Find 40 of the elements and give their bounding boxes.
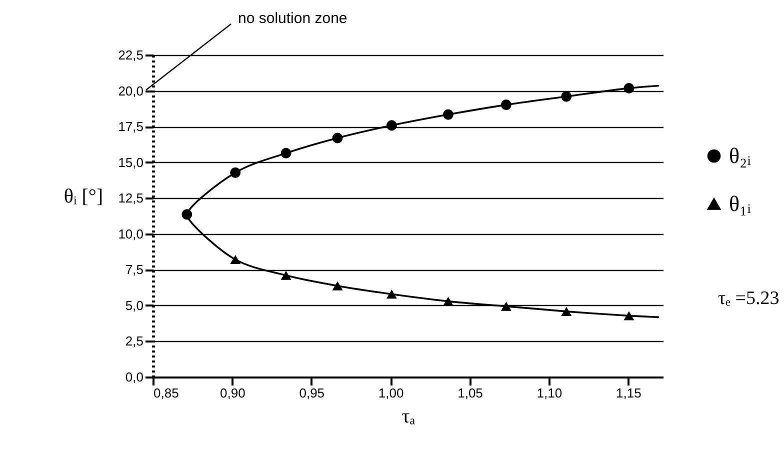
point <box>386 120 397 131</box>
point <box>561 306 572 316</box>
point <box>561 91 572 102</box>
y-tick-label: 0,0 <box>125 370 144 384</box>
x-tick-label: 1,00 <box>378 386 404 400</box>
point <box>624 311 634 320</box>
y-tick-label: 7,5 <box>125 262 144 278</box>
point <box>500 100 512 110</box>
y-tick-label: 5,0 <box>125 298 144 313</box>
x-tick-label: 0,85 <box>154 386 179 400</box>
legend-label: θ₁ᵢ <box>729 191 752 216</box>
y-tick-label: 2,5 <box>125 334 144 349</box>
point <box>230 254 241 264</box>
point <box>182 209 192 220</box>
text: no solution zone <box>238 10 348 27</box>
point <box>332 132 343 144</box>
point <box>442 296 454 306</box>
point <box>624 82 634 94</box>
point <box>500 302 512 311</box>
x-tick-label: 1,05 <box>458 386 483 400</box>
point <box>280 148 292 158</box>
point <box>442 109 454 120</box>
y-tick-label: 17,5 <box>118 119 144 134</box>
y-tick-label: 10,0 <box>118 226 144 242</box>
point <box>230 167 241 178</box>
x-tick-label: 1,15 <box>616 386 642 400</box>
y-tick-label: 20,0 <box>118 83 144 98</box>
y-tick-label: 15,0 <box>118 154 144 170</box>
x-axis-title: τₐ <box>402 406 416 428</box>
point <box>332 281 343 290</box>
point <box>280 270 292 280</box>
y-axis-title: θᵢ [°] <box>64 186 104 208</box>
text: τₑ =5.23 <box>718 288 780 309</box>
x-tick-label: 0,95 <box>299 386 325 400</box>
y-tick-label: 12,5 <box>118 190 144 206</box>
x-tick-label: 1,10 <box>536 386 562 400</box>
y-tick-label: 22,5 <box>118 48 144 62</box>
point <box>386 290 397 299</box>
legend-label: θ₂ᵢ <box>729 143 752 168</box>
x-tick-label: 0,90 <box>220 386 246 400</box>
